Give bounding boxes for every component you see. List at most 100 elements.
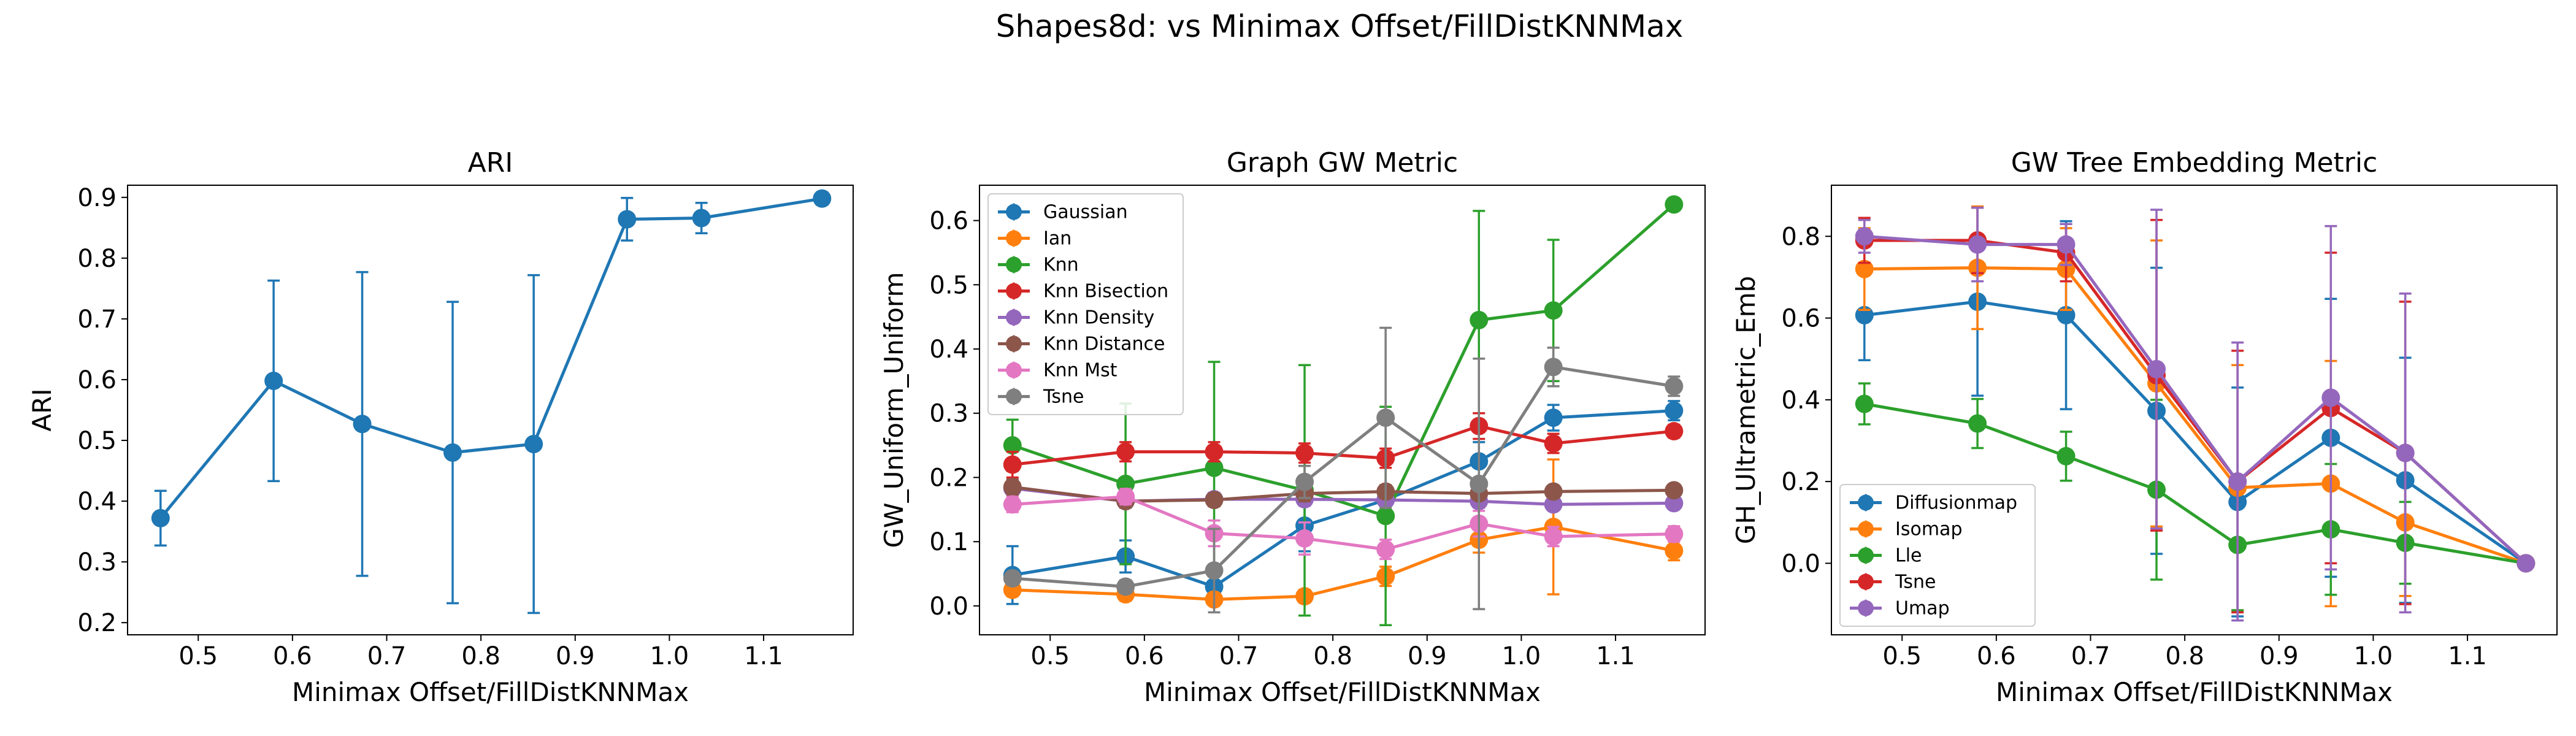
y-tick-label: 0.8 [1781,223,1820,251]
data-point [2057,235,2076,254]
legend-swatch-marker [1006,388,1022,405]
data-point [1295,443,1314,462]
data-point [151,508,170,527]
legend-label: Isomap [1895,519,1962,540]
series-line [1012,365,1674,588]
series-line [1012,409,1674,588]
legend-label: Lle [1895,545,1922,567]
y-tick-label: 0.2 [77,609,117,637]
data-point [1205,561,1224,580]
data-point [1205,458,1224,477]
y-tick-label: 0.5 [77,427,117,455]
series-line [1012,525,1674,601]
x-tick-label: 0.6 [273,642,312,670]
legend-label: Knn Mst [1043,360,1117,381]
x-tick-label: 0.5 [1030,642,1070,670]
data-point [1003,495,1022,514]
y-tick-label: 0.0 [1781,550,1820,578]
data-point [1295,529,1314,548]
y-tick-label: 0.6 [77,366,117,394]
data-point [1116,442,1135,461]
legend-swatch-marker [1006,309,1022,326]
x-tick-label: 0.6 [1977,642,2016,670]
chart-panel-3: GW Tree Embedding Metric 0.5 0.6 0.7 0.8 0.9 1… [1731,147,2558,707]
data-point [692,209,711,228]
legend-swatch-marker [1006,256,1022,273]
data-point [1544,301,1563,320]
axes-frame [979,185,1706,635]
data-point [1544,434,1563,453]
legend-label: Diffusionmap [1895,493,2017,514]
series-line [1864,300,2527,565]
x-tick-label: 0.8 [1313,642,1352,670]
data-point [1665,481,1684,500]
legend-swatch-marker [1858,547,1874,564]
y-tick-label: 0.6 [1781,305,1820,333]
x-axis-label: Minimax Offset/FillDistKNNMax [1996,677,2393,707]
y-tick-label: 0.7 [77,305,117,334]
y-tick-label: 0.3 [929,400,968,428]
data-point [443,443,462,462]
x-tick-label: 1.0 [650,642,689,670]
x-tick-label: 0.7 [1219,642,1259,670]
data-point [1968,414,1987,433]
x-tick-label: 1.1 [744,642,783,670]
x-tick-label: 0.6 [1125,642,1164,670]
x-tick-label: 1.0 [1502,642,1541,670]
x-axis-label: Minimax Offset/FillDistKNNMax [1144,677,1541,707]
data-point [1665,401,1684,420]
data-point [618,210,637,229]
legend-swatch-marker [1006,283,1022,299]
series-line [159,197,822,519]
data-point [264,371,283,390]
chart-title: Graph GW Metric [1227,147,1458,178]
legend-label: Tsne [1895,572,1936,593]
x-tick-label: 1.1 [2448,642,2487,670]
x-tick-label: 0.9 [1408,642,1447,670]
data-point [1544,358,1563,377]
data-point [1003,436,1022,455]
data-point [1968,235,1987,254]
legend-swatch-marker [1006,362,1022,378]
data-point [1544,495,1563,514]
x-tick-label: 0.5 [1882,642,1922,670]
axes-frame [1831,185,2558,635]
data-point [1003,455,1022,474]
data-point [1665,195,1684,214]
data-point [1003,569,1022,588]
data-point [1544,408,1563,427]
series-7 [1003,487,1684,561]
data-point [1855,259,1874,278]
data-point [1470,474,1489,493]
legend-box [987,193,1184,415]
data-point [1205,491,1224,510]
y-tick-label: 0.6 [929,207,968,236]
data-point [1544,527,1563,546]
y-axis-label: GW_Uniform_Uniform [879,272,909,548]
legend-label: Gaussian [1043,202,1128,223]
data-point [1205,442,1224,461]
data-point [1665,422,1684,441]
data-point [1376,408,1395,427]
legend-label: Knn [1043,255,1079,276]
series-line [1864,402,2526,565]
data-point [1295,472,1314,491]
data-point [2057,447,2076,466]
legend: Gaussian Ian Knn Knn Bisection Knn Density Kn… [987,193,1184,415]
series-1 [151,189,832,615]
x-tick-label: 1.0 [2354,642,2393,670]
legend-label: Tsne [1043,386,1084,408]
data-point [2321,388,2340,407]
legend-label: Knn Density [1043,307,1154,329]
series-line [1012,424,1674,466]
axes-frame [127,185,854,635]
y-tick-label: 0.2 [929,464,968,492]
data-point [1665,494,1684,513]
y-tick-label: 0.9 [77,184,117,212]
data-point [524,434,543,453]
legend-swatch-marker [1858,521,1874,537]
y-tick-label: 0.1 [929,528,968,556]
series-8 [1003,326,1684,614]
